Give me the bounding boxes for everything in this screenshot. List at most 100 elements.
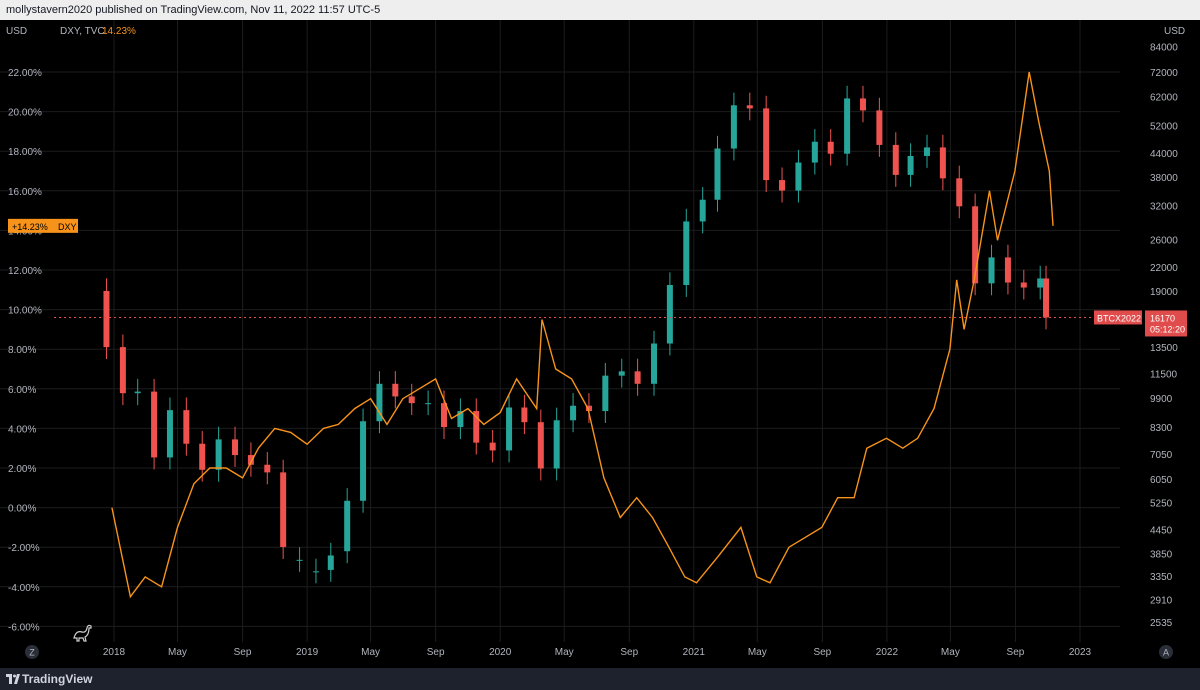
candle-body [666,285,673,344]
candle-body [972,206,979,284]
publish-info: mollystavern2020 published on TradingVie… [6,4,381,16]
candle-body [618,371,625,376]
dxy-series-line [111,71,1054,599]
candle-body [521,407,528,423]
candle-body [392,383,399,397]
right-tick-label: 3350 [1150,572,1173,583]
dxy-change-badge [8,218,78,233]
x-tick-label: Sep [427,647,445,658]
publish-header: mollystavern2020 published on TradingVie… [0,0,1200,21]
btc-symbol-label: BTCX2022 [1097,313,1141,323]
dxy-badge-symbol: DXY [58,222,77,232]
left-axis-unit: USD [6,26,27,37]
x-tick-label: 2022 [876,647,899,658]
left-axis-ticks: 22.00%20.00%18.00%16.00%14.00%12.00%10.0… [8,68,42,633]
dino-icon [73,624,92,642]
grid-lines [0,20,1120,642]
x-tick-label: May [941,647,960,658]
right-tick-label: 38000 [1150,173,1178,184]
left-tick-label: 8.00% [8,345,36,356]
candle-body [1043,278,1050,318]
candle-body [344,500,351,552]
candle-body [553,420,560,469]
candle-body [892,144,899,175]
right-tick-label: 32000 [1150,201,1178,212]
candle-body [763,108,770,181]
candle-body [506,407,513,451]
candle-body [730,105,737,149]
candle-body [811,141,818,163]
btc-price-badge [1145,310,1187,337]
right-tick-label: 11500 [1150,369,1178,380]
x-tick-label: Sep [620,647,638,658]
timezone-icon[interactable]: Z [25,645,39,659]
auto-scale-icon[interactable]: A [1159,645,1173,659]
x-tick-label: Sep [813,647,831,658]
right-axis-unit: USD [1164,26,1185,37]
candle-body [859,98,866,111]
candle-body [876,110,883,145]
right-tick-label: 44000 [1150,149,1178,160]
candle-body [779,180,786,191]
candle-body [119,347,126,394]
right-tick-label: 52000 [1150,121,1178,132]
legend-symbol[interactable]: DXY, TVC [60,26,105,37]
candle-body [473,411,480,443]
left-tick-label: -2.00% [8,543,40,554]
x-tick-label: 2023 [1069,647,1092,658]
footer-brand: TradingView [22,672,93,686]
candle-body [651,343,658,384]
candle-body [457,411,464,428]
btc-countdown-label: 05:12:20 [1150,324,1185,334]
left-tick-label: 0.00% [8,504,36,515]
svg-text:Z: Z [29,648,35,658]
left-tick-label: -6.00% [8,622,40,633]
right-tick-label: 3850 [1150,549,1173,560]
chart-area[interactable]: 22.00%20.00%18.00%16.00%14.00%12.00%10.0… [0,20,1200,668]
candle-body [699,199,706,222]
x-tick-label: Sep [234,647,252,658]
candle-body [1037,278,1044,288]
candle-body [247,455,254,465]
x-tick-label: 2018 [103,647,126,658]
candle-body [988,257,995,284]
candle-body [166,410,173,458]
left-tick-label: 2.00% [8,464,36,475]
candle-body [1020,282,1027,288]
candle-body [327,555,334,570]
candle-body [795,162,802,191]
candle-body [151,391,158,458]
candle-body [440,403,447,428]
footer-bar: TradingView [0,668,1200,690]
x-tick-label: May [555,647,574,658]
right-tick-label: 19000 [1150,287,1178,298]
candle-body [425,403,432,405]
candle-body [183,410,190,444]
right-tick-label: 72000 [1150,68,1178,79]
candle-body [537,422,544,469]
chart-svg[interactable]: 22.00%20.00%18.00%16.00%14.00%12.00%10.0… [0,20,1200,668]
dxy-change-label: +14.23% [12,222,48,232]
candle-body [714,148,721,200]
candle-body [489,442,496,451]
left-tick-label: 20.00% [8,108,42,119]
x-axis-ticks: 2018 May Sep 2019 May Sep 2020 May Sep 2021 May Sep… [103,647,1092,658]
right-tick-label: 6050 [1150,475,1173,486]
left-tick-label: 22.00% [8,68,42,79]
candle-body [827,141,834,154]
x-tick-label: 2019 [296,647,319,658]
candle-body [312,571,319,573]
candle-body [199,443,206,470]
candle-body [956,178,963,207]
right-tick-label: 26000 [1150,235,1178,246]
left-tick-label: 10.00% [8,306,42,317]
candle-body [634,371,641,384]
right-tick-label: 2535 [1150,618,1173,629]
candle-body [585,405,592,412]
right-tick-label: 2910 [1150,595,1173,606]
left-tick-label: 16.00% [8,187,42,198]
left-tick-label: 6.00% [8,385,36,396]
tradingview-logo-icon [6,674,20,684]
candle-body [280,472,287,548]
x-tick-label: May [168,647,187,658]
